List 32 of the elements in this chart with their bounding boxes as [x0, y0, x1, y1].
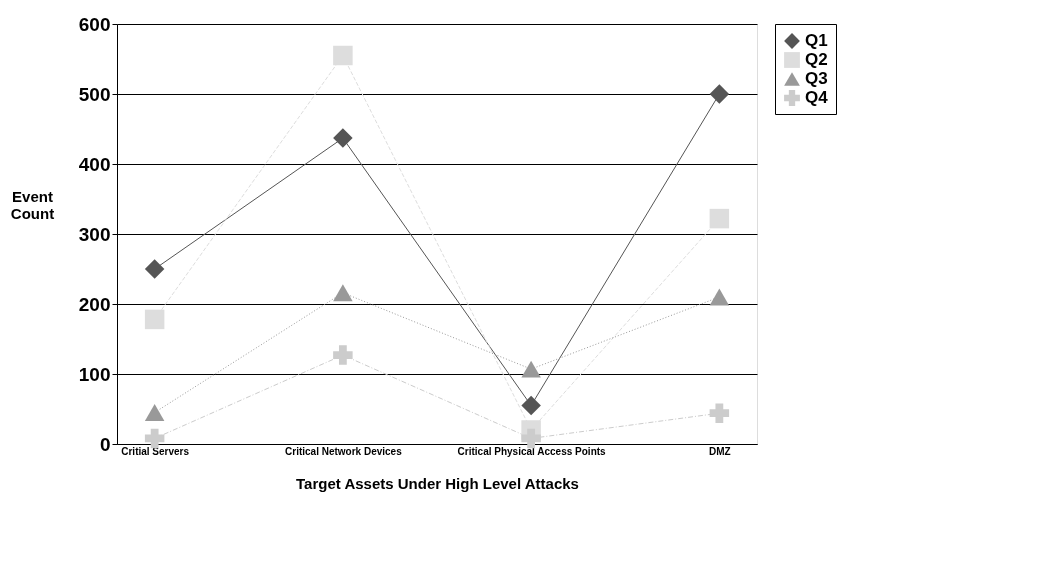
point — [521, 360, 541, 378]
x-tick-label: Critical Physical Access Points — [457, 445, 607, 457]
y-tick-label: 200 — [78, 293, 111, 315]
point — [144, 259, 165, 279]
y-tick-label: 400 — [78, 153, 111, 175]
point — [709, 84, 730, 104]
legend-label: Q1 — [805, 31, 828, 50]
y-tick-label: 100 — [78, 363, 111, 385]
x-tick-label: DMZ — [709, 445, 731, 457]
point — [333, 128, 353, 148]
y-tick-label: 300 — [78, 223, 111, 245]
y-tick-label: 500 — [78, 83, 111, 105]
legend-label: Q3 — [805, 69, 828, 88]
point — [333, 284, 353, 302]
legend-label: Q4 — [805, 88, 829, 107]
y-axis-title: Event Count — [10, 187, 55, 222]
point — [709, 208, 730, 229]
point — [521, 395, 541, 416]
point — [144, 309, 165, 330]
x-tick-label: Critial Servers — [121, 445, 190, 457]
point — [333, 45, 353, 66]
point — [709, 403, 730, 423]
point — [144, 428, 165, 449]
point — [709, 288, 730, 306]
x-axis-title: Target Assets Under High Level Attacks — [296, 474, 579, 492]
point — [521, 428, 541, 449]
y-tick-label: 600 — [78, 13, 111, 35]
x-tick-label: Critical Network Devices — [285, 445, 403, 457]
y-tick-label: 0 — [99, 433, 111, 455]
legend-label: Q2 — [805, 50, 828, 69]
point — [144, 404, 165, 421]
point — [333, 345, 353, 365]
